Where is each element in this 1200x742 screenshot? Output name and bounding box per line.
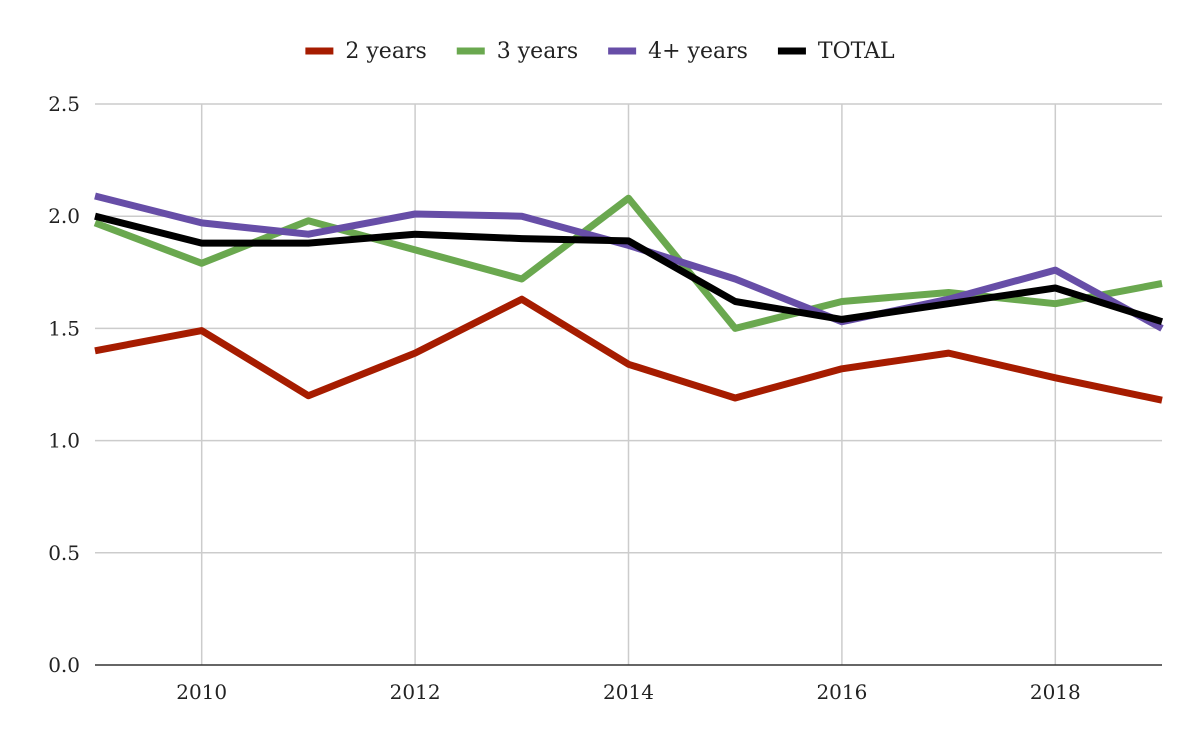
x-tick-label: 2012 (390, 680, 441, 704)
legend: 2 years 3 years 4+ years TOTAL (305, 39, 895, 64)
y-tick-label: 0.5 (48, 541, 80, 565)
series-line-total (94, 212, 1164, 326)
x-tick-label: 2016 (816, 680, 867, 704)
y-tick-label: 1.0 (48, 429, 80, 453)
legend-label: 3 years (497, 39, 578, 64)
legend-item: TOTAL (777, 39, 895, 64)
legend-label: 4+ years (648, 39, 748, 64)
legend-item: 4+ years (608, 39, 748, 64)
gridlines (95, 103, 1162, 665)
x-tick-label: 2010 (176, 680, 227, 704)
y-axis: 0.0 0.5 1.0 1.5 2.0 2.5 (48, 92, 80, 677)
series-lines (93, 192, 1164, 404)
y-tick-label: 0.0 (48, 653, 80, 677)
y-tick-label: 2.5 (48, 92, 80, 116)
series-line-2-years (94, 295, 1163, 404)
x-tick-label: 2014 (603, 680, 654, 704)
legend-item: 3 years (456, 39, 578, 64)
x-axis: 2010 2012 2014 2016 2018 (95, 664, 1162, 704)
legend-item: 2 years (305, 39, 427, 64)
y-tick-label: 2.0 (48, 204, 80, 228)
legend-label: TOTAL (818, 39, 895, 64)
legend-label: 2 years (345, 39, 426, 64)
series-line-4-years (94, 192, 1164, 332)
y-tick-label: 1.5 (48, 316, 80, 340)
x-tick-label: 2018 (1030, 680, 1081, 704)
